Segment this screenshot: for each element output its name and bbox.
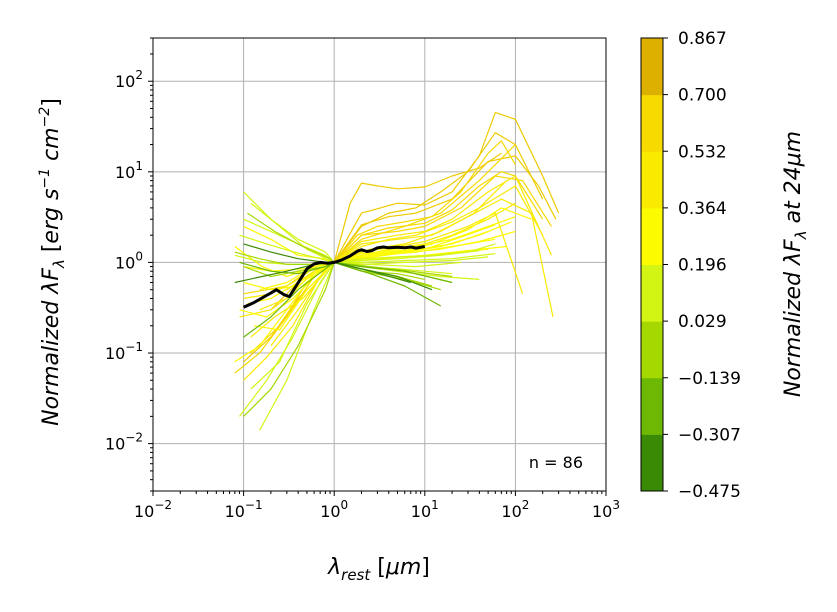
sed-series-line [259, 238, 496, 291]
colorbar-tick-label: 0.029 [678, 312, 727, 332]
sed-series-line [243, 261, 442, 338]
x-axis-label: λrest [μm] [327, 555, 430, 584]
sed-series-line [247, 212, 453, 278]
x-tick-label: 102 [501, 498, 529, 521]
colorbar-tick-label: 0.700 [678, 86, 727, 106]
colorbar-band [641, 264, 663, 322]
colorbar-label: Normalized λFλ at 24μm [781, 131, 810, 397]
sed-series-line [253, 224, 496, 331]
sed-series-lines [234, 111, 560, 431]
x-tick-label: 10−1 [225, 498, 263, 521]
colorbar-tick-label: −0.475 [678, 482, 741, 502]
x-tick-label: 10−2 [134, 498, 172, 521]
colorbar-frame [640, 37, 664, 492]
y-tick-label: 10−1 [105, 340, 143, 363]
colorbar-band [641, 377, 663, 435]
colorbar-band [641, 151, 663, 209]
colorbar-band [641, 94, 663, 152]
sed-series-line [333, 152, 502, 263]
y-tick-label: 101 [115, 159, 143, 182]
sed-series-line [239, 261, 453, 284]
colorbar-band [641, 434, 663, 492]
y-tick-label: 102 [115, 68, 143, 91]
y-tick-label: 10−2 [105, 431, 143, 454]
colorbar-band [641, 321, 663, 379]
colorbar-band [641, 38, 663, 96]
y-tick-label: 100 [115, 249, 143, 272]
x-tick-label: 103 [592, 498, 620, 521]
sed-series-line [243, 185, 544, 381]
colorbar: −0.475 −0.307 −0.139 0.029 0.196 0.364 0.532 0.… [641, 29, 741, 502]
median-line [242, 245, 426, 309]
plot-frame [152, 37, 607, 492]
sed-series-line [234, 144, 516, 374]
colorbar-tick-label: 0.364 [678, 199, 727, 219]
colorbar-tick-label: 0.196 [678, 256, 727, 276]
median-sed-line [242, 245, 426, 309]
sed-series-line [259, 256, 489, 431]
axis-ticks: 10−2 10−1 100 101 102 103 10−2 10−1 100 101 102 [105, 37, 620, 521]
colorbar-tick-label: 0.532 [678, 142, 727, 162]
colorbar-band [641, 207, 663, 265]
x-tick-label: 100 [320, 498, 348, 521]
colorbar-tick-label: −0.307 [678, 425, 741, 445]
colorbar-tick-label: 0.867 [678, 29, 727, 49]
sed-series-line [243, 212, 524, 300]
y-axis-label: Normalized λFλ [erg s−1 cm−2] [37, 98, 68, 426]
sample-count-annotation: n = 86 [529, 453, 583, 472]
x-tick-label: 101 [411, 498, 439, 521]
sed-series-line [243, 261, 441, 417]
colorbar-tick-label: −0.139 [678, 369, 741, 389]
